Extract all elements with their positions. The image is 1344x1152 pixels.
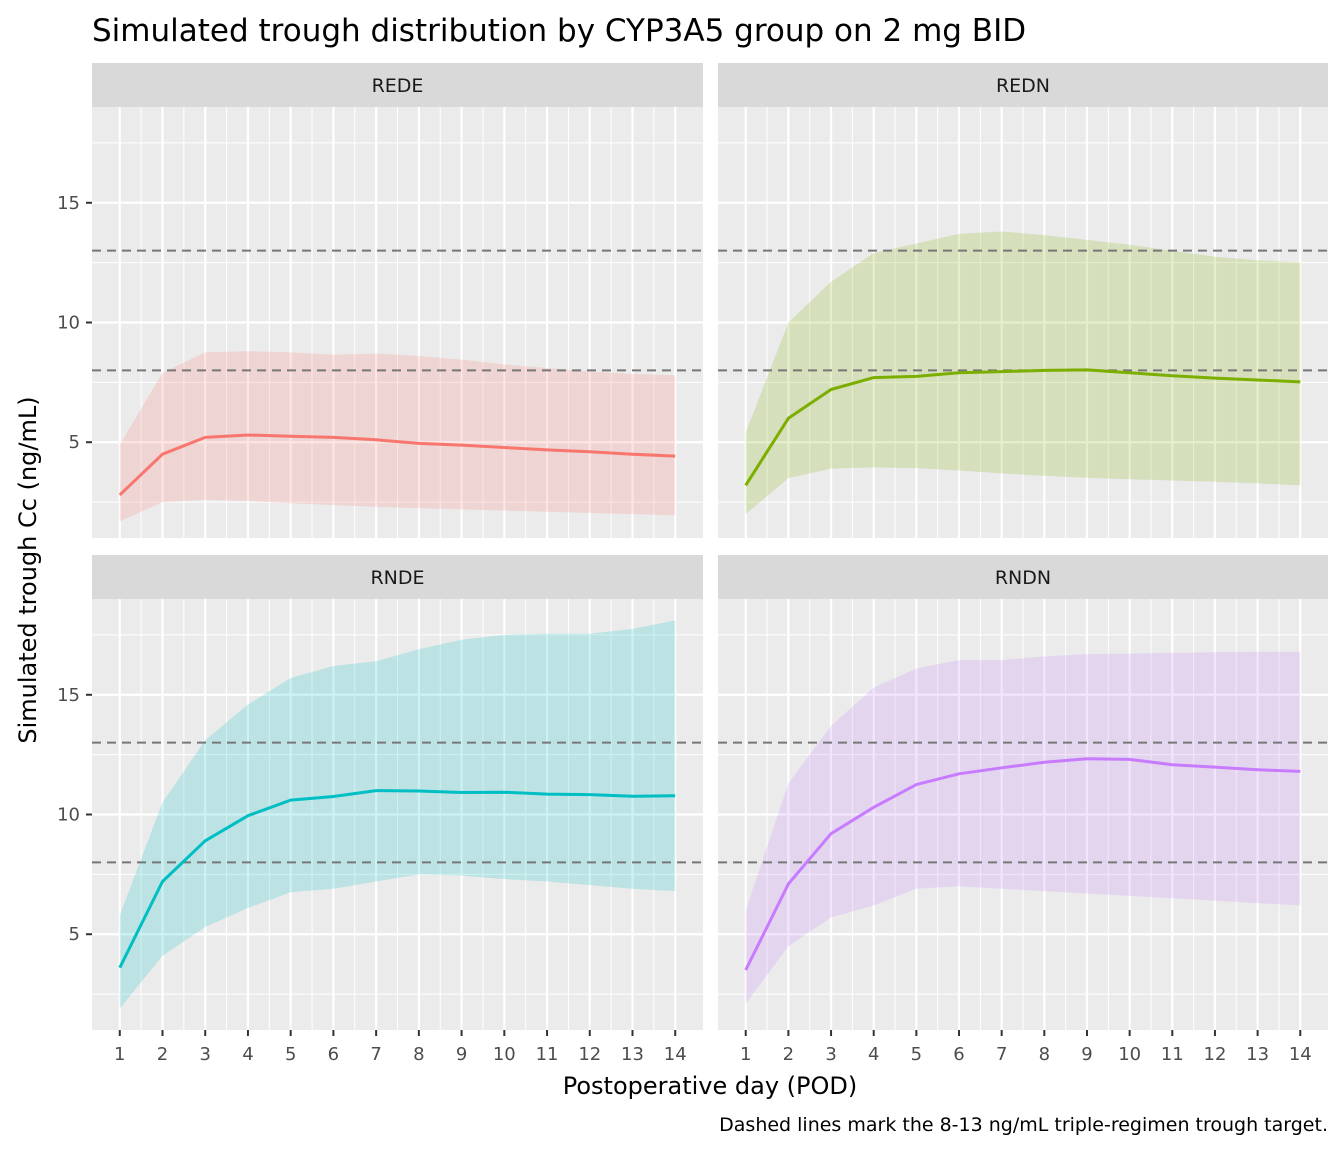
x-tick-label: 10	[493, 1044, 516, 1065]
x-tick-label: 4	[868, 1044, 879, 1065]
y-axis-title: Simulated trough Cc (ng/mL)	[14, 396, 42, 743]
x-tick-label: 14	[1289, 1044, 1312, 1065]
interval-ribbon	[745, 231, 1301, 515]
x-tick-label: 13	[621, 1044, 644, 1065]
strip-background	[718, 555, 1328, 599]
strip-label: RNDE	[370, 567, 424, 589]
x-tick-label: 12	[578, 1044, 601, 1065]
interval-ribbon	[119, 620, 676, 1009]
y-tick-label: 10	[57, 805, 80, 826]
x-tick-label: 10	[1118, 1044, 1141, 1065]
strip-label: REDN	[996, 75, 1050, 97]
x-tick-label: 7	[996, 1044, 1007, 1065]
x-tick-label: 1	[740, 1044, 751, 1065]
x-tick-label: 9	[1081, 1044, 1092, 1065]
x-tick-label: 5	[285, 1044, 296, 1065]
strip-background	[92, 555, 703, 599]
y-tick-label: 10	[57, 313, 80, 334]
y-tick-label: 5	[69, 924, 80, 945]
interval-ribbon	[745, 651, 1301, 1004]
x-tick-label: 11	[536, 1044, 559, 1065]
strip-background	[92, 63, 703, 107]
x-tick-label: 5	[911, 1044, 922, 1065]
panel-rede: REDE 5 10 15	[57, 63, 703, 538]
median-line	[118, 433, 676, 496]
x-tick-label: 14	[664, 1044, 687, 1065]
strip-label: REDE	[372, 75, 424, 97]
strip-label: RNDN	[995, 567, 1051, 589]
x-tick-label: 6	[328, 1044, 339, 1065]
x-tick-label: 7	[370, 1044, 381, 1065]
x-tick-label: 11	[1161, 1044, 1184, 1065]
x-tick-label: 4	[242, 1044, 253, 1065]
y-tick-label: 15	[57, 193, 80, 214]
x-tick-label: 8	[413, 1044, 424, 1065]
strip-background	[718, 63, 1328, 107]
x-tick-label: 2	[157, 1044, 168, 1065]
panel-redn: REDN	[718, 63, 1328, 538]
median-line	[744, 757, 1301, 971]
chart-caption: Dashed lines mark the 8-13 ng/mL triple-…	[719, 1114, 1328, 1136]
x-tick-label: 1	[114, 1044, 125, 1065]
interval-ribbon	[119, 351, 676, 522]
x-tick-label: 13	[1246, 1044, 1269, 1065]
median-line	[744, 368, 1301, 487]
x-tick-label: 9	[456, 1044, 467, 1065]
chart-title: Simulated trough distribution by CYP3A5 …	[92, 13, 1026, 49]
x-tick-label: 3	[825, 1044, 836, 1065]
x-tick-label: 2	[783, 1044, 794, 1065]
x-tick-label: 12	[1204, 1044, 1227, 1065]
x-tick-label: 3	[200, 1044, 211, 1065]
x-axis-title: Postoperative day (POD)	[563, 1072, 858, 1100]
x-tick-label: 6	[953, 1044, 964, 1065]
y-tick-label: 15	[57, 685, 80, 706]
median-line	[118, 789, 676, 969]
y-tick-label: 5	[69, 432, 80, 453]
x-tick-label: 8	[1039, 1044, 1050, 1065]
